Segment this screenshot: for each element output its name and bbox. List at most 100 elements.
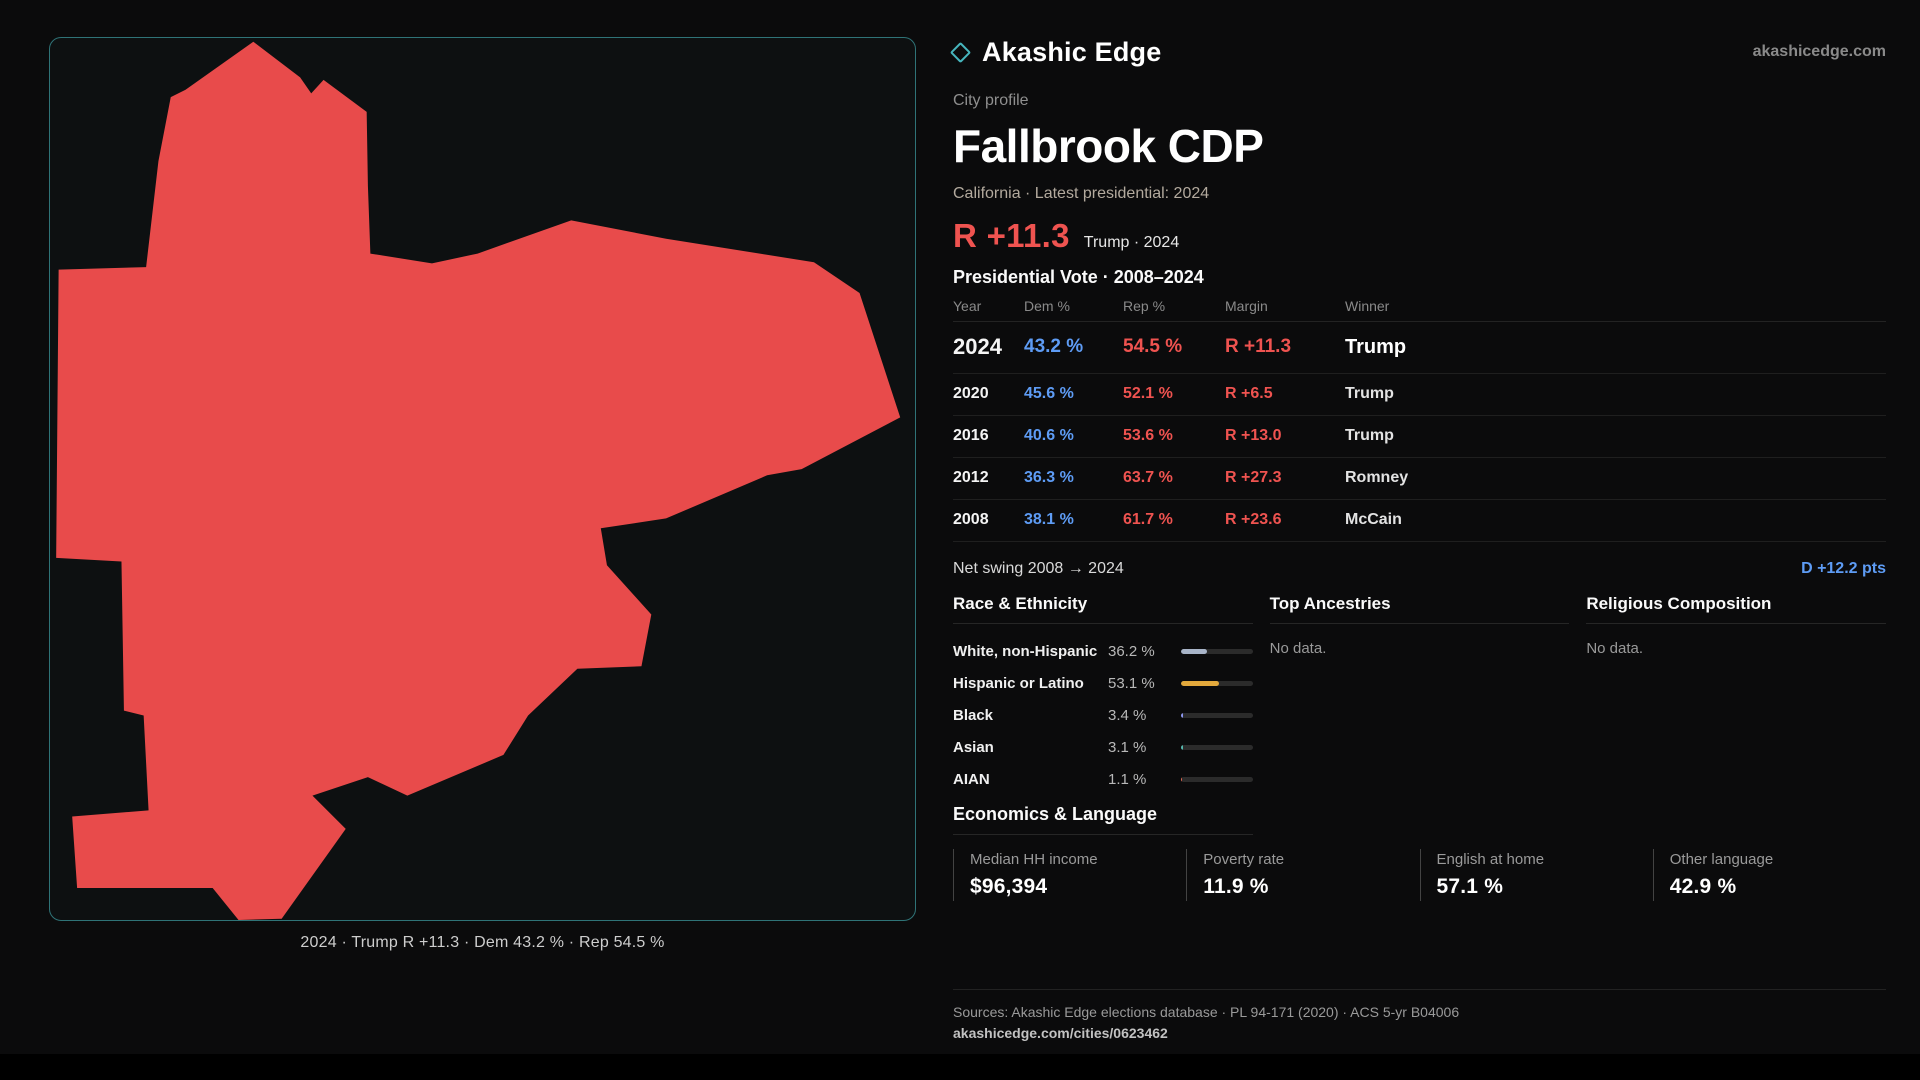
- stat-value: 42.9 %: [1669, 874, 1737, 898]
- race-value: 3.1 %: [1108, 739, 1147, 757]
- headline-margin: R +11.3: [953, 216, 1070, 254]
- race-value: 1.1 %: [1108, 771, 1147, 789]
- sources-note: Sources: Akashic Edge elections database…: [953, 1003, 1460, 1020]
- cell-rep: 63.7 %: [1123, 469, 1173, 487]
- race-label: Hispanic or Latino: [953, 675, 1084, 693]
- race-row: Hispanic or Latino 53.1 %: [953, 668, 1253, 700]
- cell-rep: 52.1 %: [1123, 385, 1173, 403]
- vote-table: Year Dem % Rep % Margin Winner 2024 43.2…: [953, 298, 1886, 542]
- brand: Akashic Edge: [949, 36, 1162, 68]
- race-label: Black: [953, 707, 994, 725]
- permalink[interactable]: akashicedge.com/cities/0623462: [953, 1024, 1168, 1041]
- race-label: Asian: [953, 739, 994, 757]
- cell-year: 2012: [953, 469, 989, 487]
- race-bar-fill: [1180, 681, 1219, 687]
- cell-margin: R +27.3: [1225, 469, 1282, 487]
- religion-empty-state: No data.: [1586, 639, 1644, 657]
- race-value: 36.2 %: [1108, 643, 1155, 661]
- cell-year: 2016: [953, 427, 989, 445]
- cell-winner: McCain: [1345, 511, 1402, 529]
- profile-content: Akashic Edge akashicedge.com City profil…: [949, 34, 1886, 1043]
- stat-other-language: Other language 42.9 %: [1652, 848, 1886, 901]
- cell-margin: R +11.3: [1225, 336, 1292, 358]
- col-header-rep: Rep %: [1123, 297, 1166, 314]
- cell-year: 2008: [953, 511, 989, 529]
- religion-column: Religious Composition No data.: [1586, 594, 1886, 796]
- headline-result: R +11.3 Trump · 2024: [953, 217, 1886, 255]
- race-row: AIAN 1.1 %: [953, 764, 1253, 796]
- cell-rep: 61.7 %: [1123, 511, 1173, 529]
- col-header-year: Year: [953, 297, 982, 314]
- vote-table-row: 2008 38.1 % 61.7 % R +23.6 McCain: [953, 500, 1886, 542]
- headline-detail: Trump · 2024: [1083, 233, 1180, 251]
- diamond-logo-icon: [949, 41, 972, 63]
- brand-name: Akashic Edge: [982, 36, 1162, 67]
- stat-value: $96,394: [970, 874, 1048, 898]
- race-ethnicity-column: Race & Ethnicity White, non-Hispanic 36.…: [953, 594, 1253, 796]
- cell-winner: Trump: [1345, 335, 1407, 358]
- stat-value: 11.9 %: [1203, 874, 1269, 898]
- cell-rep: 53.6 %: [1123, 427, 1173, 445]
- stat-label: English at home: [1436, 850, 1545, 868]
- economics-stats: Median HH income $96,394 Poverty rate 11…: [953, 848, 1886, 901]
- cell-winner: Trump: [1345, 427, 1394, 445]
- stat-label: Poverty rate: [1203, 850, 1285, 868]
- footer: Sources: Akashic Edge elections database…: [953, 988, 1886, 1043]
- stat-value: 57.1 %: [1436, 874, 1504, 898]
- subtitle: California · Latest presidential: 2024: [953, 184, 1210, 202]
- cell-year: 2020: [953, 385, 989, 403]
- demographics-section: Race & Ethnicity White, non-Hispanic 36.…: [953, 594, 1886, 796]
- religion-heading: Religious Composition: [1586, 594, 1886, 624]
- net-swing-row: Net swing 2008 → 2024 D +12.2 pts: [953, 542, 1886, 578]
- race-value: 3.4 %: [1108, 707, 1147, 725]
- race-bar-fill: [1180, 777, 1182, 783]
- ancestries-column: Top Ancestries No data.: [1269, 594, 1570, 796]
- map-panel: [49, 37, 916, 921]
- cell-winner: Trump: [1345, 385, 1394, 403]
- col-header-winner: Winner: [1345, 297, 1390, 314]
- stat-label: Other language: [1669, 850, 1774, 868]
- col-header-margin: Margin: [1225, 297, 1268, 314]
- economics-heading: Economics & Language: [953, 804, 1253, 835]
- vote-table-title: Presidential Vote · 2008–2024: [953, 266, 1204, 287]
- net-swing-value: D +12.2 pts: [1801, 559, 1886, 577]
- site-domain-link[interactable]: akashicedge.com: [1752, 43, 1886, 60]
- bottom-strip: [0, 1054, 1920, 1080]
- cell-margin: R +23.6: [1225, 511, 1282, 529]
- stat-label: Median HH income: [970, 850, 1098, 868]
- map-caption: 2024 · Trump R +11.3 · Dem 43.2 % · Rep …: [300, 934, 665, 951]
- vote-table-header: Year Dem % Rep % Margin Winner: [953, 298, 1886, 322]
- cell-margin: R +6.5: [1225, 385, 1273, 403]
- cell-dem: 45.6 %: [1024, 385, 1074, 403]
- col-header-dem: Dem %: [1024, 297, 1070, 314]
- ancestries-empty-state: No data.: [1269, 639, 1327, 657]
- cell-dem: 36.3 %: [1024, 469, 1074, 487]
- race-label: AIAN: [953, 771, 990, 789]
- stat-english-at-home: English at home 57.1 %: [1419, 848, 1653, 901]
- vote-table-row: 2016 40.6 % 53.6 % R +13.0 Trump: [953, 416, 1886, 458]
- stat-poverty-rate: Poverty rate 11.9 %: [1186, 848, 1419, 901]
- race-bar: [1180, 649, 1253, 655]
- race-bar-fill: [1180, 713, 1184, 719]
- race-row: Asian 3.1 %: [953, 732, 1253, 764]
- cell-dem: 40.6 %: [1024, 427, 1074, 445]
- race-ethnicity-list: White, non-Hispanic 36.2 % Hispanic or L…: [953, 636, 1253, 796]
- vote-table-row: 2024 43.2 % 54.5 % R +11.3 Trump: [953, 322, 1886, 374]
- race-row: White, non-Hispanic 36.2 %: [953, 636, 1253, 668]
- vote-table-row: 2020 45.6 % 52.1 % R +6.5 Trump: [953, 374, 1886, 416]
- vote-table-row: 2012 36.3 % 63.7 % R +27.3 Romney: [953, 458, 1886, 500]
- race-bar: [1180, 745, 1253, 751]
- cell-dem: 43.2 %: [1024, 336, 1084, 358]
- city-boundary-shape: [56, 41, 901, 920]
- race-value: 53.1 %: [1108, 675, 1155, 693]
- city-boundary-map: [56, 41, 901, 920]
- race-bar: [1180, 713, 1253, 719]
- cell-dem: 38.1 %: [1024, 511, 1074, 529]
- cell-year: 2024: [953, 334, 1002, 360]
- race-bar: [1180, 681, 1253, 687]
- race-row: Black 3.4 %: [953, 700, 1253, 732]
- page-title: Fallbrook CDP: [953, 120, 1264, 172]
- header: Akashic Edge akashicedge.com: [949, 34, 1886, 70]
- race-ethnicity-heading: Race & Ethnicity: [953, 594, 1253, 624]
- race-bar-fill: [1180, 649, 1207, 655]
